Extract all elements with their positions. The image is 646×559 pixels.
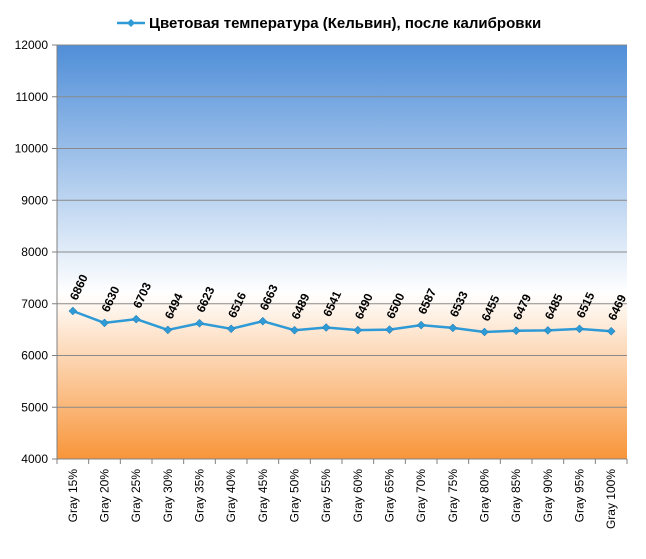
x-tick-label: Gray 80% [478,469,492,523]
legend-marker [127,19,135,27]
x-tick-label: Gray 70% [414,469,428,523]
data-point [100,318,109,328]
data-point [131,314,141,324]
data-point [226,324,236,334]
y-tick-label: 9000 [21,193,48,207]
data-point [321,323,331,332]
x-tick-label: Gray 65% [383,469,397,523]
x-tick-label: Gray 75% [446,469,460,523]
data-point [195,318,204,328]
data-point [290,325,299,335]
x-tick-label: Gray 30% [161,469,175,523]
x-tick-label: Gray 15% [66,469,80,523]
data-point [258,316,268,326]
data-point [353,325,363,335]
x-tick-label: Gray 35% [193,469,207,523]
x-tick-label: Gray 60% [351,469,365,523]
legend-label: Цветовая температура (Кельвин), после ка… [149,15,541,32]
gridlines [57,44,627,408]
x-tick-label: Gray 45% [256,469,270,523]
y-tick-label: 7000 [21,297,48,311]
data-point [480,327,489,337]
x-axis-ticks: Gray 15% Gray 20% Gray 25% Gray 30% Gray 35%… [56,459,628,529]
x-tick-label: Gray 85% [509,469,523,523]
y-axis-ticks: 4000 5000 6000 7000 8000 9000 10000 11000 12000 [15,38,57,466]
y-tick-label: 5000 [21,400,48,414]
data-point [511,326,521,336]
y-tick-label: 12000 [15,38,49,52]
y-tick-label: 8000 [21,245,48,259]
data-point [163,325,173,335]
data-point [575,324,584,334]
y-tick-label: 4000 [21,452,48,466]
series [68,306,616,337]
y-tick-label: 6000 [21,349,48,363]
legend: Цветовая температура (Кельвин), после ка… [117,15,541,32]
x-tick-label: Gray 20% [98,469,112,523]
x-tick-label: Gray 25% [129,469,143,523]
x-tick-label: Gray 40% [224,469,238,523]
data-point [68,306,78,316]
data-point [448,323,458,333]
x-tick-label: Gray 100% [604,469,618,529]
x-tick-label: Gray 95% [573,469,587,523]
x-tick-label: Gray 50% [288,469,302,523]
y-tick-label: 11000 [16,90,49,104]
y-tick-label: 10000 [15,142,49,156]
x-tick-label: Gray 90% [541,469,555,523]
data-point [416,320,426,330]
data-point [385,325,394,334]
x-tick-label: Gray 55% [319,469,333,523]
data-point [606,326,616,336]
data-point [543,326,553,335]
series-line [72,309,612,334]
